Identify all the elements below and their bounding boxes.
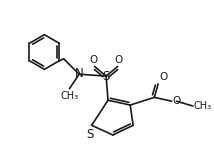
Text: CH₃: CH₃ [194, 101, 212, 111]
Text: S: S [86, 128, 93, 141]
Text: O: O [159, 72, 167, 82]
Text: O: O [89, 55, 98, 65]
Text: CH₃: CH₃ [60, 91, 79, 101]
Text: O: O [173, 96, 181, 106]
Text: N: N [75, 67, 83, 80]
Text: O: O [114, 55, 123, 65]
Text: S: S [103, 70, 110, 83]
